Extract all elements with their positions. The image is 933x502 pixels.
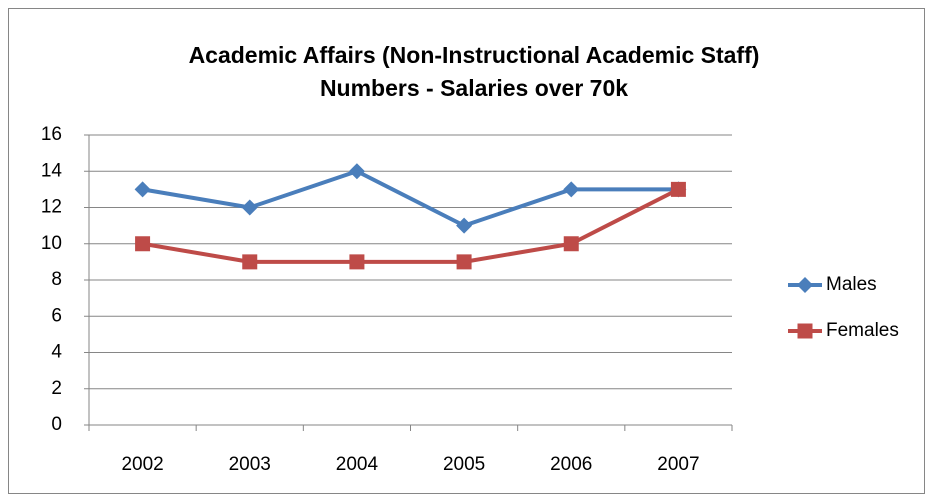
marker (456, 217, 473, 234)
y-tick-label: 8 (51, 269, 62, 290)
y-tick-label: 4 (51, 342, 62, 363)
marker (135, 236, 151, 252)
series-line (142, 169, 679, 228)
x-tick-label: 2005 (443, 454, 485, 475)
marker (242, 254, 258, 270)
marker (563, 181, 580, 198)
marker (349, 254, 365, 270)
x-tick-label: 2003 (229, 454, 271, 475)
marker (348, 163, 365, 180)
chart-title: Academic Affairs (Non-Instructional Acad… (189, 42, 760, 101)
marker (456, 254, 472, 270)
legend-marker (797, 323, 813, 339)
legend-label: Females (826, 320, 899, 341)
y-tick-label: 16 (41, 124, 62, 145)
chart-border (8, 8, 925, 494)
legend-label: Males (826, 274, 877, 295)
series-line (142, 187, 680, 264)
y-tick-label: 2 (51, 378, 62, 399)
x-tick-label: 2002 (121, 454, 163, 475)
x-tick-label: 2004 (336, 454, 379, 475)
x-tick-label: 2006 (550, 454, 592, 475)
marker (134, 181, 151, 198)
y-tick-label: 10 (41, 233, 62, 254)
marker (241, 199, 258, 216)
marker (563, 236, 579, 252)
y-tick-label: 6 (51, 305, 62, 326)
x-tick-label: 2007 (657, 454, 699, 475)
marker (670, 181, 686, 197)
legend-marker (797, 277, 813, 293)
y-tick-label: 14 (41, 160, 63, 181)
y-tick-label: 0 (51, 414, 62, 435)
y-tick-label: 12 (41, 197, 62, 218)
